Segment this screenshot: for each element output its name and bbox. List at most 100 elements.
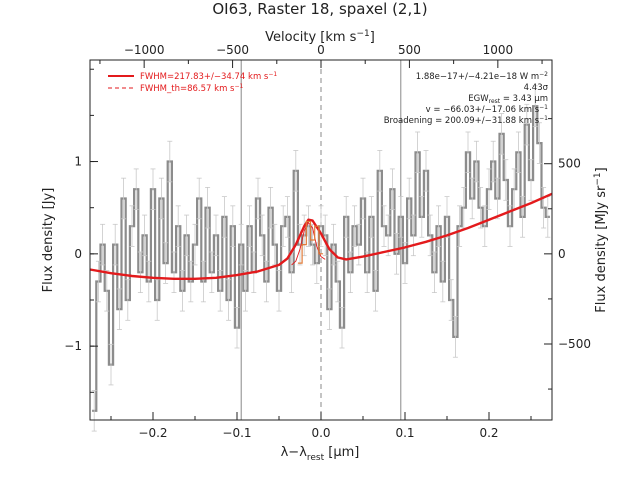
spectrum-point [121, 177, 127, 220]
inset-line [297, 220, 324, 264]
spectrum-point [528, 159, 534, 201]
spectrum-point [112, 223, 118, 266]
y-tick-label: 0 [74, 247, 82, 261]
spectrum-point [171, 251, 177, 294]
spectrum-point [482, 205, 488, 247]
spectrum-point [410, 214, 416, 257]
spectrum-point [469, 177, 475, 220]
spectrum-point [184, 214, 190, 257]
spectrum-point [226, 279, 232, 321]
spectrum-point [91, 390, 97, 432]
spectrum-point [343, 196, 349, 238]
spectrum-point [406, 177, 412, 220]
spectrum-point [247, 205, 253, 247]
spectrum-point [520, 196, 526, 238]
spectrum-point [188, 260, 194, 303]
right-axis: −500 0 500 [544, 118, 591, 390]
spectrum-point [423, 150, 429, 192]
spectrum-point [494, 177, 500, 220]
fit-line [89, 192, 553, 280]
spectrum-point [255, 177, 261, 220]
spectrum-point [331, 223, 337, 266]
spectrum-point [238, 223, 244, 266]
spectrum-point [167, 140, 173, 183]
spectrum-point [221, 196, 227, 238]
spectrum-point [532, 85, 538, 127]
spectrum-point [381, 205, 387, 247]
spectrum-point [284, 196, 290, 238]
spectrum-point [448, 279, 454, 321]
spectrum-point [486, 168, 492, 210]
right-tick-label: 500 [558, 157, 581, 171]
left-axis-label: Flux density [Jy] [41, 188, 56, 293]
spectrum-point [364, 251, 370, 294]
spectrum-point [209, 251, 215, 294]
spectrum-point [133, 168, 139, 210]
spectrum-point [322, 214, 328, 257]
spectrum-point [503, 159, 509, 201]
spectrum-point [100, 223, 106, 266]
spectrum-point [259, 214, 265, 257]
x-tick-label: 0.1 [395, 426, 414, 440]
spectrum-point [490, 140, 496, 183]
left-axis: −1 0 1 [64, 68, 98, 393]
chart-title: OI63, Raster 18, spaxel (2,1) [212, 0, 427, 18]
top-axis: −1000 −500 0 500 1000 [99, 43, 543, 68]
spectrum-point [95, 260, 101, 303]
top-tick-label: −1000 [124, 43, 165, 57]
spectrum-point [541, 186, 547, 229]
annotation-sigma: 4.43σ [524, 83, 549, 93]
spectrum-point [116, 288, 122, 330]
spectrum-point [394, 233, 400, 275]
fit-annotations: 1.88e−17+/−4.21e−18 W m−2 4.43σ EGWrest … [384, 71, 549, 126]
spectrum-point [326, 288, 332, 330]
spectrum-point [457, 205, 463, 247]
spectrum-point [524, 103, 530, 146]
spectrum-point [431, 251, 437, 294]
inset-series [297, 220, 324, 264]
y-tick-label: −1 [64, 339, 82, 353]
spectrum-point [142, 214, 148, 257]
legend-fwhm-text: FWHM=217.83+/−34.74 km s−1 [140, 71, 277, 82]
spectrum-point [104, 270, 110, 312]
spectrum-point [305, 205, 311, 247]
spectrum-point [373, 270, 379, 312]
spectrum-point [515, 131, 521, 174]
spectrum-point [402, 242, 408, 284]
spectrum-point [440, 260, 446, 303]
spectrum-point [242, 270, 248, 312]
spectrum-point [536, 122, 542, 164]
bottom-axis-label: λ−λrest [μm] [281, 445, 360, 463]
spectrum-point [108, 343, 114, 386]
spectrum-point [415, 131, 421, 174]
spectrum-point [293, 150, 299, 192]
legend: FWHM=217.83+/−34.74 km s−1 FWHM_th=86.57… [108, 71, 277, 94]
spectrum-point [125, 279, 131, 321]
spectrum-point [196, 177, 202, 220]
annotation-flux: 1.88e−17+/−4.21e−18 W m−2 [416, 71, 548, 82]
spectrum-point [385, 214, 391, 257]
spectrum-point [389, 168, 395, 210]
annotation-egw: EGWrest = 3.43 μm [468, 94, 548, 105]
spectrum-point [335, 260, 341, 303]
spectrum-point [146, 260, 152, 303]
top-tick-label: 500 [398, 43, 421, 57]
spectrum-point [297, 223, 303, 266]
top-tick-label: 0 [317, 43, 325, 57]
spectrum-point [129, 205, 135, 247]
spectrum-point [268, 186, 274, 229]
spectrum-point [444, 196, 450, 238]
spectrum-point [280, 205, 286, 247]
spectrum-point [213, 214, 219, 257]
spectrum-point [436, 205, 442, 247]
spectrum-point [473, 140, 479, 183]
spectrum-point [205, 186, 211, 229]
spectrum-point [163, 242, 169, 284]
right-tick-label: 0 [558, 247, 566, 261]
spectrum-point [230, 205, 236, 247]
spectrum-point [398, 196, 404, 238]
bottom-axis: −0.2 −0.1 0.0 0.1 0.2 [110, 412, 532, 440]
y-tick-label: 1 [74, 155, 82, 169]
top-axis-label: Velocity [km s−1] [265, 29, 375, 45]
